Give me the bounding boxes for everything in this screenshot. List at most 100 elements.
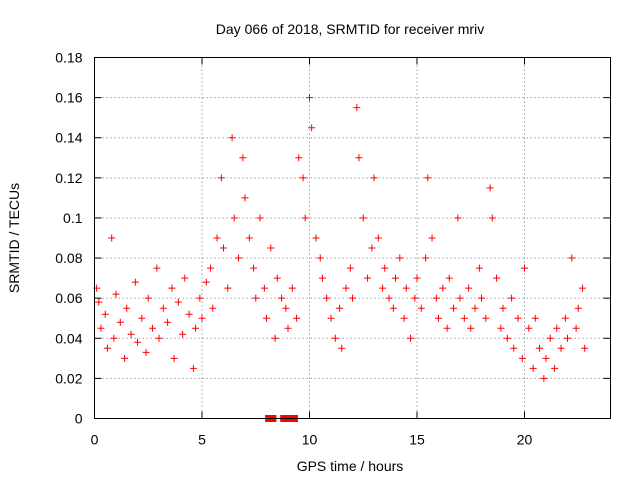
data-point: [159, 304, 167, 312]
data-point: [189, 364, 197, 372]
data-point: [97, 324, 105, 332]
data-point: [95, 298, 103, 306]
data-point: [207, 264, 215, 272]
data-point: [256, 214, 264, 222]
data-point: [110, 334, 118, 342]
data-point: [475, 264, 483, 272]
data-point: [230, 214, 238, 222]
data-point: [271, 334, 279, 342]
data-point: [299, 174, 307, 182]
data-point: [228, 134, 236, 142]
data-point: [252, 294, 260, 302]
data-point: [579, 284, 587, 292]
data-point: [561, 314, 569, 322]
data-point: [316, 254, 324, 262]
data-point: [497, 324, 505, 332]
data-point: [514, 314, 522, 322]
data-point: [239, 154, 247, 162]
data-point: [536, 344, 544, 352]
data-point: [336, 304, 344, 312]
data-point: [400, 314, 408, 322]
data-point: [101, 310, 109, 318]
data-point: [407, 334, 415, 342]
data-point: [540, 374, 548, 382]
y-tick-label: 0.12: [55, 170, 82, 186]
data-point: [250, 264, 258, 272]
data-point: [220, 244, 227, 252]
y-tick-label: 0: [75, 411, 83, 427]
data-point: [121, 354, 129, 362]
y-tick-label: 0.02: [55, 370, 82, 386]
data-point: [389, 304, 397, 312]
data-point: [342, 284, 350, 292]
data-point: [241, 194, 249, 202]
y-tick-label: 0.1: [63, 210, 83, 226]
data-point: [327, 314, 335, 322]
data-point: [478, 294, 485, 302]
data-point: [217, 174, 225, 182]
data-point: [551, 364, 559, 372]
data-point: [349, 294, 356, 302]
data-point: [411, 294, 419, 302]
data-point: [460, 314, 468, 322]
y-tick-label: 0.06: [55, 290, 82, 306]
data-point: [213, 234, 221, 242]
data-point: [422, 254, 430, 262]
data-point: [508, 294, 516, 302]
data-point: [312, 234, 320, 242]
data-point: [235, 254, 243, 262]
data-point: [267, 244, 275, 252]
data-point: [379, 284, 387, 292]
data-point: [486, 184, 494, 192]
data-point: [164, 318, 172, 326]
data-point: [209, 304, 217, 312]
data-point: [417, 304, 425, 312]
data-point: [435, 314, 442, 322]
x-tick-label: 10: [302, 432, 318, 448]
data-point: [467, 324, 475, 332]
data-point: [123, 304, 131, 312]
data-point: [381, 264, 389, 272]
x-axis-label: GPS time / hours: [297, 458, 404, 474]
data-point: [185, 310, 193, 318]
data-point: [331, 334, 339, 342]
data-point: [482, 314, 490, 322]
data-point: [370, 174, 378, 182]
data-point: [385, 294, 393, 302]
y-tick-label: 0.08: [55, 250, 82, 266]
data-point: [572, 324, 580, 332]
data-point: [142, 348, 150, 356]
data-point: [465, 284, 473, 292]
y-tick-label: 0.04: [55, 330, 82, 346]
data-point: [260, 284, 268, 292]
data-point: [192, 324, 200, 332]
data-point: [153, 264, 161, 272]
data-point: [525, 324, 533, 332]
data-point: [553, 324, 561, 332]
data-point: [359, 214, 367, 222]
data-point: [301, 214, 309, 222]
data-point: [179, 330, 187, 338]
y-axis-label: SRMTID / TECUs: [6, 183, 22, 293]
data-point: [531, 314, 539, 322]
data-point: [518, 354, 526, 362]
y-tick-label: 0.16: [55, 90, 82, 106]
data-point: [131, 278, 139, 286]
data-point: [445, 274, 453, 282]
data-point: [428, 234, 436, 242]
data-point: [284, 324, 292, 332]
data-point: [374, 234, 382, 242]
data-point: [288, 284, 296, 292]
grid: [94, 57, 611, 419]
data-point: [396, 254, 404, 262]
x-tick-label: 15: [409, 432, 425, 448]
y-tick-label: 0.14: [55, 130, 82, 146]
data-point: [308, 124, 316, 132]
data-point: [546, 334, 554, 342]
chart-title: Day 066 of 2018, SRMTID for receiver mri…: [216, 21, 484, 37]
data-point: [318, 274, 326, 282]
data-point: [493, 274, 501, 282]
data-point: [108, 234, 116, 242]
data-point: [138, 314, 146, 322]
x-tick-label: 5: [198, 432, 206, 448]
